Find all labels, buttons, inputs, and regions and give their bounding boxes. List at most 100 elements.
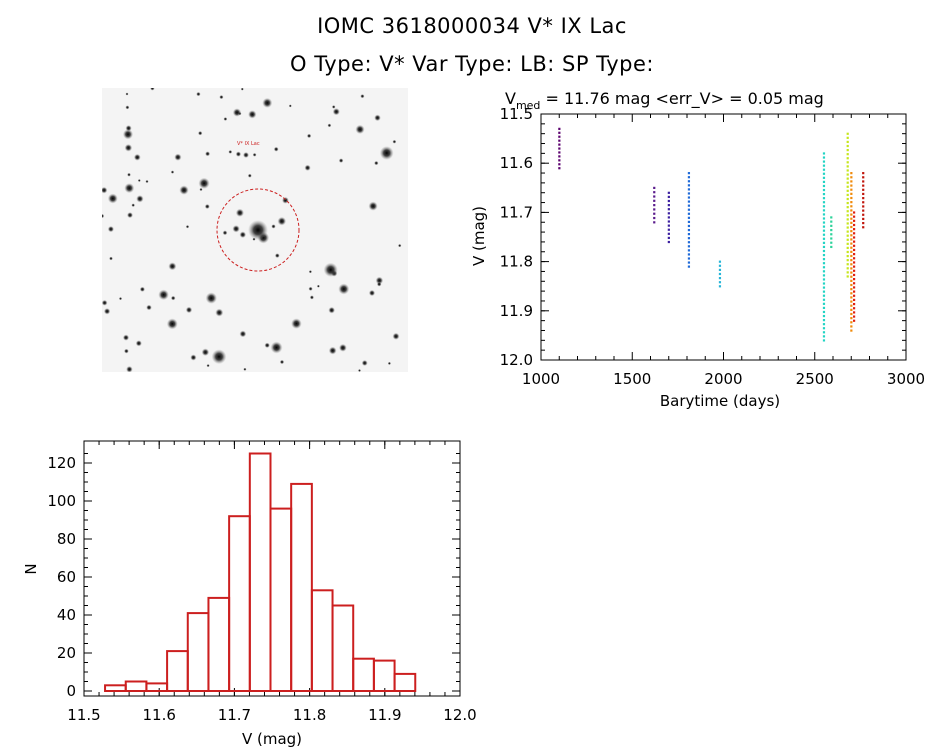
data-point <box>846 185 849 188</box>
data-point <box>862 226 865 229</box>
data-point <box>852 244 856 247</box>
data-point <box>846 169 849 172</box>
data-point <box>687 245 691 248</box>
histogram-bar <box>166 650 189 692</box>
sky-image-stamp: V* IX Lac <box>102 88 408 372</box>
data-point <box>850 192 853 195</box>
data-point <box>653 186 656 189</box>
data-point <box>687 220 691 224</box>
data-point <box>822 318 826 322</box>
data-point <box>846 234 849 237</box>
data-point <box>822 172 826 175</box>
data-point <box>850 283 853 287</box>
data-point <box>862 197 865 200</box>
star <box>279 359 285 365</box>
data-point <box>822 233 826 236</box>
star <box>185 306 193 314</box>
data-point <box>653 212 656 215</box>
data-point <box>850 308 853 311</box>
data-point <box>852 228 856 231</box>
data-point <box>822 302 826 305</box>
data-point <box>846 263 849 266</box>
data-point <box>822 217 826 220</box>
lightcurve-xlabel: Barytime (days) <box>660 392 780 410</box>
data-point <box>667 204 670 207</box>
annotation-v: V <box>505 89 516 108</box>
data-point <box>846 226 849 229</box>
data-point <box>850 321 853 324</box>
star <box>133 153 141 161</box>
star <box>219 95 224 100</box>
data-point <box>822 327 826 330</box>
data-point <box>687 208 691 211</box>
data-point <box>850 300 853 303</box>
data-point <box>846 250 849 254</box>
data-point <box>687 172 691 175</box>
data-point <box>852 298 856 302</box>
data-point <box>687 184 691 187</box>
data-point <box>822 306 826 310</box>
data-point <box>846 230 849 233</box>
star <box>107 193 118 204</box>
data-point <box>822 168 826 171</box>
data-point <box>850 238 853 241</box>
data-point <box>846 275 849 278</box>
star <box>379 146 394 160</box>
star <box>211 349 227 365</box>
data-point <box>852 236 856 239</box>
data-point <box>822 310 826 314</box>
star <box>198 131 203 136</box>
data-point <box>862 201 865 204</box>
data-point <box>822 197 826 200</box>
data-point <box>846 165 849 168</box>
data-point <box>862 180 865 183</box>
data-point <box>850 230 853 233</box>
data-point <box>822 152 826 155</box>
data-point <box>850 292 853 295</box>
data-point <box>653 191 656 194</box>
data-point <box>850 288 853 291</box>
data-point <box>822 180 826 184</box>
data-point <box>687 192 691 195</box>
x-tick-label: 11.6 <box>142 706 175 724</box>
data-point <box>850 325 853 328</box>
x-tick-label: 1500 <box>613 370 651 388</box>
data-point <box>846 197 849 201</box>
x-tick-label: 3000 <box>887 370 925 388</box>
data-point <box>846 173 849 176</box>
data-point <box>822 290 826 293</box>
star <box>376 281 382 287</box>
data-point <box>687 233 691 236</box>
data-point <box>653 216 656 220</box>
star <box>252 152 257 157</box>
data-point <box>718 268 722 271</box>
x-tick-label: 2000 <box>704 370 742 388</box>
data-point <box>852 315 856 318</box>
data-point <box>822 262 826 265</box>
data-point <box>862 184 865 187</box>
star <box>358 369 361 372</box>
data-point <box>852 282 856 285</box>
data-point <box>822 213 826 216</box>
data-point <box>846 259 849 262</box>
data-point <box>687 204 691 207</box>
data-point <box>822 164 826 167</box>
data-point <box>852 294 856 297</box>
data-point <box>830 216 833 219</box>
star <box>273 146 279 152</box>
histogram-bar <box>207 596 231 693</box>
data-point <box>852 273 856 277</box>
star <box>205 151 211 157</box>
data-point <box>822 205 826 208</box>
data-point <box>822 331 826 334</box>
data-point <box>862 172 865 175</box>
data-point <box>653 195 656 198</box>
data-point <box>850 201 853 204</box>
data-point <box>718 277 722 280</box>
data-point <box>667 195 670 199</box>
star <box>170 170 175 174</box>
star <box>232 108 242 117</box>
data-point <box>687 257 691 260</box>
lightcurve-ylabel: V (mag) <box>470 206 488 266</box>
data-point <box>667 216 670 219</box>
